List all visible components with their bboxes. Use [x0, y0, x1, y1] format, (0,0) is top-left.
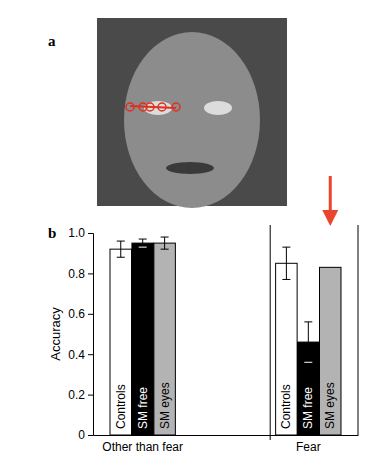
- fixation: [172, 103, 180, 111]
- series-label: Controls: [279, 384, 293, 429]
- y-tick: 0.6: [68, 307, 93, 321]
- error-bar-cap: [282, 279, 290, 280]
- x-axis-line: [94, 435, 359, 436]
- error-bar-stem: [308, 322, 309, 362]
- arrow-shaft: [329, 176, 332, 214]
- fixation: [146, 103, 154, 111]
- error-bar: [117, 241, 125, 257]
- y-tick: 0.4: [68, 348, 93, 362]
- arrow-head: [322, 210, 338, 226]
- y-tick-mark: [88, 273, 93, 274]
- error-bar-cap: [282, 247, 290, 248]
- y-tick-label: 1.0: [68, 226, 85, 240]
- error-bar: [282, 247, 290, 279]
- group-divider: [270, 225, 271, 440]
- x-tick: Fear: [296, 435, 321, 454]
- error-bar-stem: [142, 239, 143, 247]
- series-label: SM eyes: [323, 382, 337, 429]
- y-tick: 0: [78, 428, 93, 442]
- bar: [320, 267, 341, 435]
- series-label: SM free: [301, 387, 315, 429]
- mouth: [166, 162, 214, 174]
- error-bar-cap: [304, 321, 312, 322]
- y-tick-mark: [88, 435, 93, 436]
- error-bar-cap: [161, 249, 169, 250]
- error-bar-cap: [304, 362, 312, 363]
- error-bar-cap: [139, 239, 147, 240]
- series-label: SM eyes: [158, 382, 172, 429]
- panel-label: a: [48, 33, 56, 49]
- x-tick-label: Fear: [296, 440, 321, 454]
- panel-label: b: [48, 225, 56, 241]
- y-tick-label: 0.4: [68, 348, 85, 362]
- frame-right: [358, 225, 359, 435]
- error-bar-stem: [164, 237, 165, 249]
- photo: [97, 18, 287, 208]
- series-label: SM free: [136, 387, 150, 429]
- series-label: Controls: [114, 384, 128, 429]
- x-tick: Other than fear: [102, 435, 183, 454]
- error-bar-cap: [161, 237, 169, 238]
- error-bar: [161, 237, 169, 249]
- error-bar-cap: [117, 241, 125, 242]
- error-bar-cap: [139, 247, 147, 248]
- arrow: [322, 176, 338, 226]
- y-tick-label: 0: [78, 428, 85, 442]
- y-tick: 1.0: [68, 226, 93, 240]
- bar: [132, 243, 153, 435]
- error-bar: [304, 322, 312, 362]
- x-axis: Other than fear Fear: [94, 435, 359, 454]
- y-axis-line: [88, 234, 94, 436]
- x-tick-label: Other than fear: [102, 440, 183, 454]
- y-tick-mark: [88, 233, 93, 234]
- y-axis: 0 0.2 0.4 0.6 0.8 1.0: [68, 226, 93, 442]
- y-tick-label: 0.6: [68, 307, 85, 321]
- fixation: [126, 103, 134, 111]
- error-bar-cap: [117, 257, 125, 258]
- y-tick-mark: [88, 395, 93, 396]
- face: [124, 32, 260, 208]
- eye-right: [204, 101, 232, 115]
- bar: [110, 249, 131, 435]
- fixation-path: [130, 106, 176, 108]
- y-tick-label: 0.8: [68, 267, 85, 281]
- y-axis-title: Accuracy: [48, 307, 63, 361]
- error-bar: [139, 239, 147, 247]
- y-tick-mark: [88, 314, 93, 315]
- bars: [110, 237, 341, 435]
- fixation: [158, 103, 166, 111]
- figure: a b Controls Controls SM free SM free SM eyes S…: [0, 0, 382, 462]
- y-tick: 0.2: [68, 388, 93, 402]
- error-bar-stem: [120, 241, 121, 257]
- error-bar-stem: [286, 247, 287, 279]
- y-tick: 0.8: [68, 267, 93, 281]
- bar: [154, 243, 175, 435]
- bar-labels: Controls Controls SM free SM free SM eyes SM …: [114, 382, 337, 429]
- bar: [276, 263, 297, 435]
- y-tick-label: 0.2: [68, 388, 85, 402]
- y-tick-mark: [88, 354, 93, 355]
